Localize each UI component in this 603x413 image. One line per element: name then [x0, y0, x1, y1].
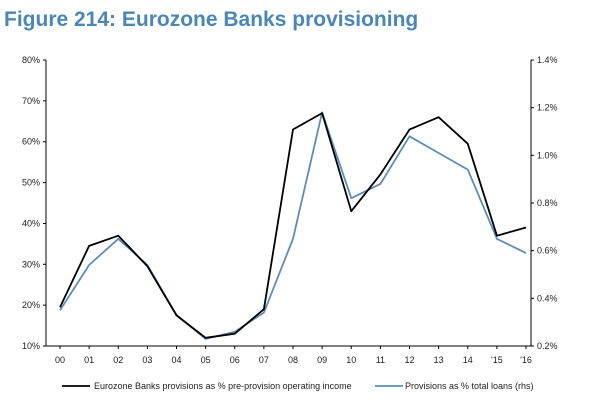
- x-tick-label: 11: [376, 355, 385, 365]
- x-tick-label: 06: [230, 355, 240, 365]
- x-tick-label: 08: [288, 355, 298, 365]
- legend: Eurozone Banks provisions as % pre-provi…: [62, 381, 534, 391]
- x-tick-label: 03: [142, 355, 152, 365]
- left-tick-label: 60%: [22, 137, 40, 147]
- left-tick-label: 40%: [22, 218, 40, 228]
- series-line-provisions-ppoi: [59, 112, 527, 339]
- right-tick-label: 1.2%: [537, 103, 558, 113]
- right-tick-label: 0.8%: [537, 198, 558, 208]
- x-tick-label: 09: [317, 355, 327, 365]
- series-layer: [59, 111, 527, 340]
- left-tick-label: 20%: [22, 300, 40, 310]
- x-tick-label: 10: [346, 355, 356, 365]
- x-tick-label: 00: [55, 355, 65, 365]
- x-tick-label: 14: [463, 355, 473, 365]
- x-tick-label: 07: [259, 355, 269, 365]
- right-tick-label: 0.2%: [537, 341, 558, 351]
- left-tick-label: 10%: [22, 341, 40, 351]
- right-axis: 0.2% 0.4% 0.6% 0.8% 1.0% 1.2% 1.4%: [531, 55, 558, 351]
- x-tick-label: 02: [113, 355, 123, 365]
- left-axis: 10% 20% 30% 40% 50% 60% 70% 80%: [22, 55, 46, 351]
- legend-label: Provisions as % total loans (rhs): [405, 381, 534, 391]
- x-axis: 00 01 02 03 04 05 06 07 08 09 10 11 12 13 14 '15 '16: [55, 346, 532, 365]
- plot-frame: [45, 60, 532, 347]
- x-tick-label: 05: [201, 355, 211, 365]
- x-tick-label: 12: [404, 355, 414, 365]
- left-tick-label: 70%: [22, 96, 40, 106]
- right-tick-label: 0.4%: [537, 293, 558, 303]
- x-tick-label: '16: [520, 355, 532, 365]
- x-tick-label: 01: [84, 355, 94, 365]
- left-tick-label: 50%: [22, 178, 40, 188]
- x-tick-label: 04: [171, 355, 181, 365]
- legend-label: Eurozone Banks provisions as % pre-provi…: [94, 381, 352, 391]
- right-tick-label: 0.6%: [537, 246, 558, 256]
- right-tick-label: 1.4%: [537, 55, 558, 65]
- x-tick-label: '15: [491, 355, 503, 365]
- left-tick-label: 80%: [22, 55, 40, 65]
- right-tick-label: 1.0%: [537, 150, 558, 160]
- x-tick-label: 13: [434, 355, 444, 365]
- chart-title: Figure 214: Eurozone Banks provisioning: [4, 8, 419, 31]
- left-tick-label: 30%: [22, 259, 40, 269]
- series-line-provisions-loans: [59, 111, 527, 340]
